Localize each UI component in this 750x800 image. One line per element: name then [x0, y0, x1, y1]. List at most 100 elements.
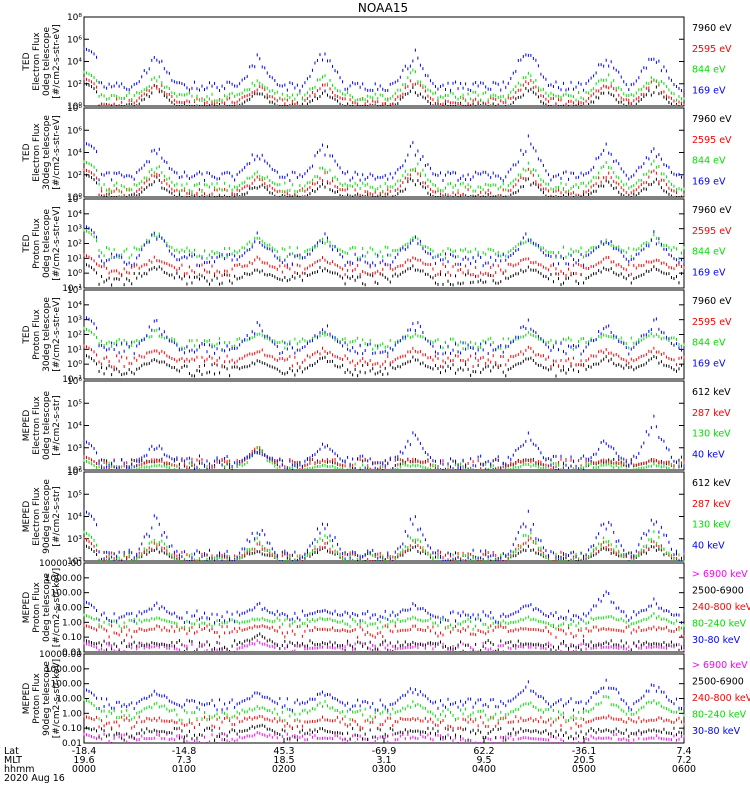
y-axis-label: Electron Flux: [32, 32, 42, 91]
series-844-eV: [83, 159, 685, 194]
panel-frame: [83, 471, 685, 562]
y-tick-label: 10⁶: [67, 377, 82, 387]
y-axis-label: Proton Flux: [32, 218, 42, 269]
legend-entry: 169 eV: [692, 176, 726, 187]
y-tick-label: 10⁵: [67, 490, 82, 500]
y-tick-label: 10¹: [67, 345, 82, 355]
legend-entry: 844 eV: [692, 156, 726, 167]
y-tick-label: 10²: [67, 171, 82, 181]
y-axis-label: 0deg telescope: [42, 391, 52, 461]
y-axis-label: Electron Flux: [32, 123, 42, 182]
y-axis-label: MEPED: [22, 501, 32, 533]
y-tick-label: 10³: [67, 316, 82, 326]
y-tick-label: 10⁸: [67, 13, 82, 23]
y-tick-label: 10⁰: [67, 193, 82, 203]
series-7960-eV: [83, 172, 685, 197]
panel-6: 10² 10³ 10⁴ 10⁵ 10⁶ MEPED Electron Flux 90deg t…: [22, 468, 731, 567]
series-844-eV: [83, 68, 685, 103]
series-40-keV: [83, 414, 685, 469]
series-130-keV: [83, 446, 685, 470]
panel-1: 10⁰ 10² 10⁴ 10⁶ 10⁸ TED Electron Flux 0deg tele…: [22, 13, 732, 112]
y-axis-label: 0deg telescope: [42, 27, 52, 97]
legend-entry: 612 keV: [692, 387, 731, 398]
y-tick-label: 10⁶: [67, 468, 82, 478]
y-tick-label: 10²: [67, 557, 82, 567]
y-tick-label: 10²: [67, 240, 82, 250]
legend-entry: 7960 eV: [692, 205, 732, 216]
y-tick-label: 10⁴: [67, 422, 82, 432]
y-tick-label: 10⁶: [67, 35, 82, 45]
panel-2: 10⁰ 10² 10⁴ 10⁶ 10⁸ TED Electron Flux 30deg tel…: [22, 104, 732, 203]
y-tick-label: 10²: [67, 331, 82, 341]
series-7960-eV: [83, 262, 685, 287]
y-tick-label: 10¹: [67, 254, 82, 264]
panel-3: 10⁻¹ 10⁰ 10¹ 10² 10³ 10⁴ 10⁵ TED Proton Flux 0deg…: [22, 195, 732, 294]
y-tick-label: 10²: [67, 466, 82, 476]
panel-frame: [83, 107, 685, 198]
panel-5: 10² 10³ 10⁴ 10⁵ 10⁶ MEPED Electron Flux 0deg te…: [22, 377, 731, 476]
y-tick-label: 10⁻¹: [62, 284, 82, 294]
legend-entry: 7960 eV: [692, 23, 732, 34]
y-tick-label: 10⁴: [67, 58, 82, 68]
y-tick-label: 10⁵: [67, 286, 82, 296]
y-axis-label: 30deg telescope: [42, 297, 52, 372]
legend-entry: 130 keV: [692, 429, 731, 440]
series-844-eV: [83, 326, 685, 352]
legend-entry: 169 eV: [692, 85, 726, 96]
legend-entry: 844 eV: [692, 338, 726, 349]
y-axis-label: TED: [22, 325, 32, 344]
legend-entry: 844 eV: [692, 247, 726, 258]
y-tick-label: 10⁶: [67, 126, 82, 136]
chart-title: NOAA15: [358, 1, 408, 15]
y-axis-label: TED: [22, 52, 32, 71]
legend-entry: 2595 eV: [692, 317, 732, 328]
legend-entry: 2595 eV: [692, 226, 732, 237]
y-axis-label: [#/cm2-s-str-eV]: [52, 115, 62, 190]
series-169-eV: [83, 47, 685, 93]
series-2595-eV: [83, 167, 685, 197]
panel-frame: [83, 380, 685, 471]
series-169-eV: [83, 134, 685, 183]
legend-entry: 287 keV: [692, 408, 731, 419]
y-tick-label: 10⁵: [67, 195, 82, 205]
series-7960-eV: [83, 81, 685, 106]
y-tick-label: 10³: [67, 535, 82, 545]
legend-entry: 7960 eV: [692, 296, 732, 307]
series-169-eV: [83, 315, 685, 356]
series-169-eV: [83, 224, 685, 268]
series-2595-eV: [83, 344, 685, 369]
y-tick-label: 10⁵: [67, 399, 82, 409]
y-axis-label: [#/cm2-s-str-eV]: [52, 206, 62, 281]
y-tick-label: 10⁴: [67, 149, 82, 159]
y-tick-label: 10⁰: [67, 102, 82, 112]
y-axis-label: 30deg telescope: [42, 115, 52, 190]
legend-entry: 2595 eV: [692, 44, 732, 55]
y-tick-label: 10²: [67, 80, 82, 90]
y-axis-label: [#/cm2-s-str-eV]: [52, 24, 62, 99]
y-tick-label: 10⁰: [67, 269, 82, 279]
y-axis-label: TED: [22, 143, 32, 162]
legend-entry: 169 eV: [692, 358, 726, 369]
y-axis-label: 90deg telescope: [42, 479, 52, 554]
series-844-eV: [83, 228, 685, 261]
y-axis-label: Proton Flux: [32, 309, 42, 360]
panel-4: 10⁻¹ 10⁰ 10¹ 10² 10³ 10⁴ 10⁵ TED Proton Flux 30de…: [22, 286, 732, 385]
y-tick-label: 10⁻¹: [62, 375, 82, 385]
legend-entry: 7960 eV: [692, 114, 732, 125]
legend-entry: 40 keV: [692, 449, 725, 460]
legend-entry: 844 eV: [692, 65, 726, 76]
y-tick-label: 10⁴: [67, 210, 82, 220]
y-axis-label: TED: [22, 234, 32, 253]
y-axis-label: Electron Flux: [32, 487, 42, 546]
legend-entry: 169 eV: [692, 267, 726, 278]
y-tick-label: 10⁴: [67, 513, 82, 523]
y-tick-label: 10³: [67, 225, 82, 235]
y-axis-label: MEPED: [22, 410, 32, 442]
y-tick-label: 10⁴: [67, 301, 82, 311]
y-axis-label: [#/cm2-s-str]: [52, 486, 62, 546]
y-axis-label: [#/cm2-s-str-eV]: [52, 297, 62, 372]
legend-entry: 2595 eV: [692, 135, 732, 146]
y-axis-label: Electron Flux: [32, 396, 42, 455]
